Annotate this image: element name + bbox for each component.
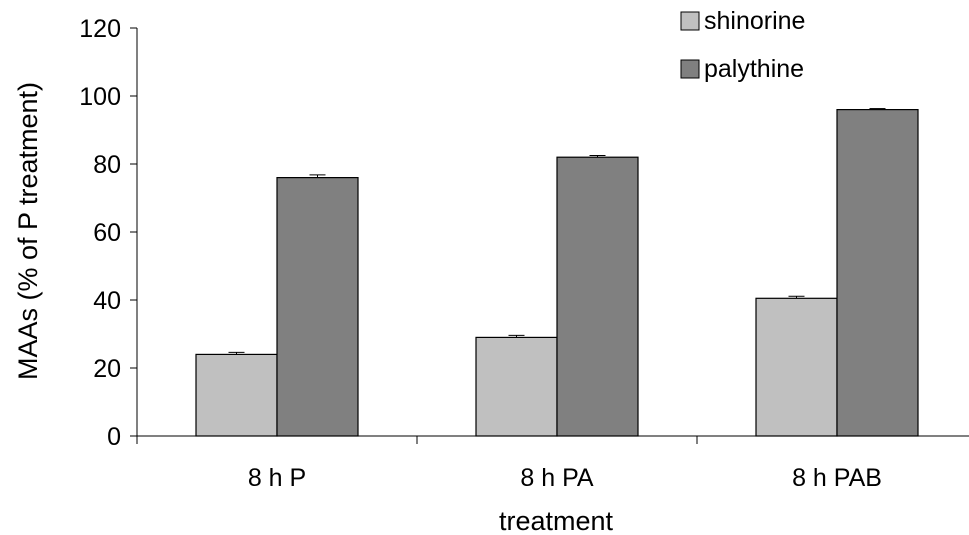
legend: shinorine palythine	[680, 7, 805, 83]
x-tick-label: 8 h PA	[520, 464, 594, 492]
bar-shinorine-2	[475, 336, 558, 437]
legend-label-shinorine: shinorine	[704, 7, 805, 35]
y-tick-label: 40	[93, 287, 121, 315]
y-tick-label: 0	[107, 423, 121, 451]
bars	[195, 108, 919, 437]
bar-shinorine-1	[195, 353, 278, 437]
x-axis-label: treatment	[499, 506, 614, 535]
legend-swatch-shinorine	[680, 11, 700, 31]
y-tick-label: 100	[79, 83, 121, 111]
y-tick-label: 60	[93, 219, 121, 247]
y-tick-label: 120	[79, 15, 121, 43]
y-axis-label: MAAs (% of P treatment)	[13, 82, 43, 380]
x-tick-label: 8 h PAB	[792, 464, 882, 492]
bar-palythine-1	[276, 177, 359, 437]
bar-shinorine-3	[755, 297, 838, 437]
y-tick-label: 80	[93, 151, 121, 179]
y-axis: 0 20 40 60 80 100 120	[79, 15, 138, 451]
legend-swatch-palythine	[680, 59, 700, 79]
bar-palythine-3	[836, 108, 919, 437]
x-tick-label: 8 h P	[248, 464, 306, 492]
legend-label-palythine: palythine	[704, 55, 804, 83]
y-tick-label: 20	[93, 355, 121, 383]
x-axis: 8 h P 8 h PA 8 h PAB	[136, 435, 969, 492]
bar-palythine-2	[556, 156, 639, 437]
